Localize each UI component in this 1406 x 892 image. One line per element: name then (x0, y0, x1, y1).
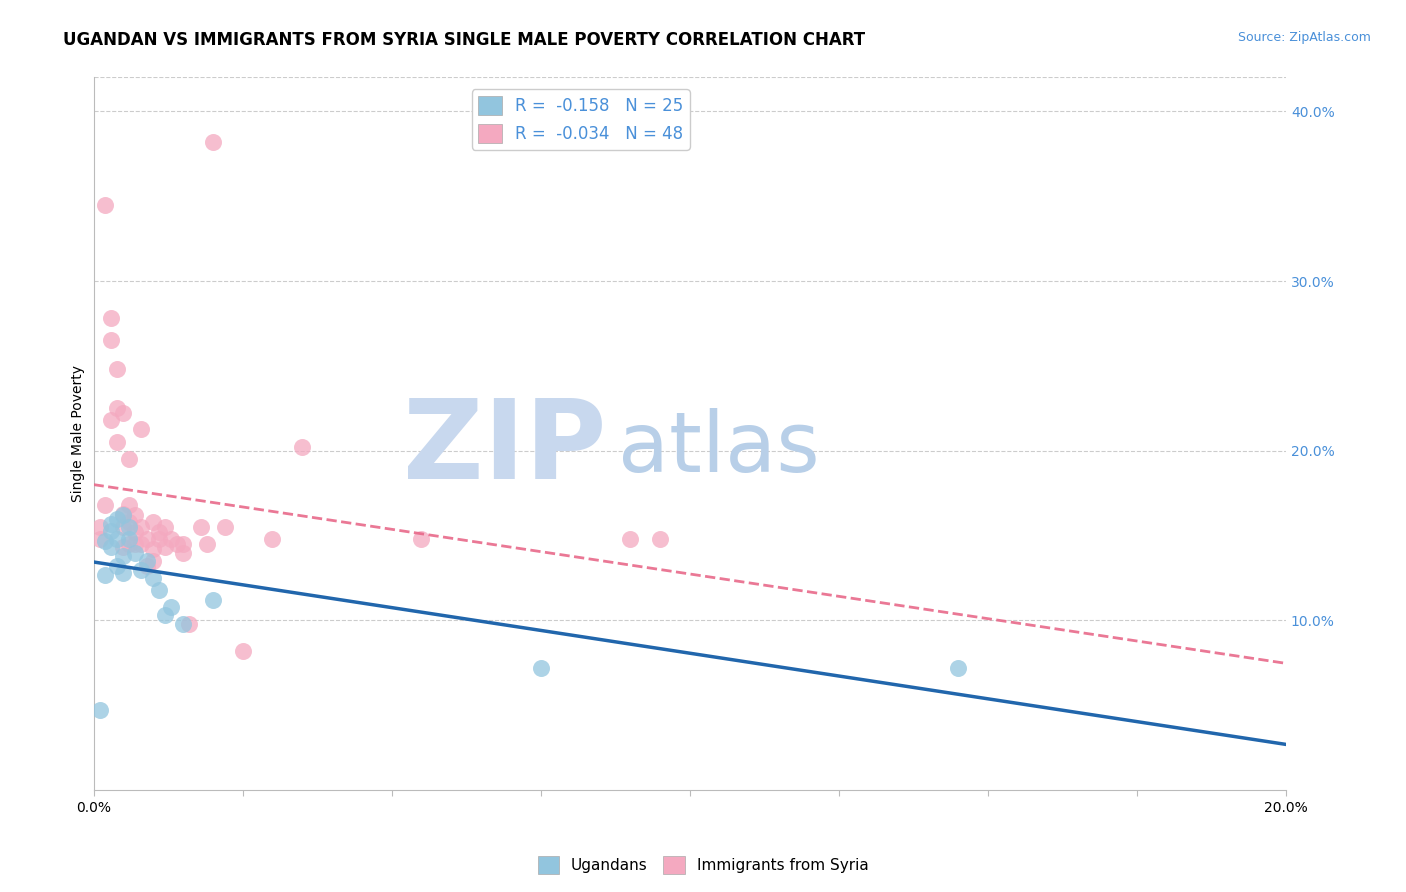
Point (262, 532, 284, 546)
Point (291, 441, 314, 455)
Point (107, 532, 129, 546)
Point (124, 537, 146, 551)
Point (107, 435, 129, 450)
Point (94, 533, 117, 548)
Text: ZIP: ZIP (404, 394, 606, 501)
Point (129, 422, 152, 436)
Point (89, 532, 111, 546)
Point (530, 661, 553, 675)
Point (100, 413, 122, 427)
Text: Source: ZipAtlas.com: Source: ZipAtlas.com (1237, 31, 1371, 45)
Point (232, 644, 254, 658)
Point (153, 541, 176, 555)
Point (118, 520, 141, 534)
Point (118, 452, 141, 467)
Point (112, 520, 135, 534)
Point (190, 520, 212, 534)
Point (112, 406, 135, 420)
Point (112, 507, 135, 521)
Legend: Ugandans, Immigrants from Syria: Ugandans, Immigrants from Syria (531, 850, 875, 880)
Point (118, 498, 141, 512)
Text: UGANDAN VS IMMIGRANTS FROM SYRIA SINGLE MALE POVERTY CORRELATION CHART: UGANDAN VS IMMIGRANTS FROM SYRIA SINGLE … (63, 31, 866, 49)
Point (100, 334, 122, 348)
Point (112, 541, 135, 555)
Point (129, 520, 152, 534)
Point (89, 520, 111, 534)
Point (142, 515, 165, 529)
Point (124, 508, 146, 523)
Point (118, 515, 141, 529)
Legend: R =  -0.158   N = 25, R =  -0.034   N = 48: R = -0.158 N = 25, R = -0.034 N = 48 (471, 89, 690, 150)
Point (172, 537, 194, 551)
Point (100, 516, 122, 531)
Point (177, 616, 200, 631)
Point (112, 566, 135, 580)
Point (148, 525, 170, 540)
Point (94, 197, 117, 211)
Text: atlas: atlas (619, 408, 820, 489)
Point (129, 563, 152, 577)
Point (172, 616, 194, 631)
Point (153, 520, 176, 534)
Point (89, 703, 111, 717)
Point (124, 545, 146, 559)
Point (112, 508, 135, 523)
Point (94, 567, 117, 582)
Point (619, 532, 641, 546)
Point (411, 532, 433, 546)
Point (107, 559, 129, 574)
Point (112, 549, 135, 563)
Point (166, 537, 188, 551)
Y-axis label: Single Male Poverty: Single Male Poverty (72, 366, 86, 502)
Point (195, 537, 218, 551)
Point (124, 525, 146, 540)
Point (118, 532, 141, 546)
Point (214, 520, 236, 534)
Point (160, 532, 183, 546)
Point (160, 599, 183, 614)
Point (946, 661, 969, 675)
Point (107, 401, 129, 416)
Point (100, 524, 122, 538)
Point (136, 532, 159, 546)
Point (201, 593, 224, 607)
Point (148, 532, 170, 546)
Point (153, 608, 176, 623)
Point (107, 511, 129, 525)
Point (100, 541, 122, 555)
Point (142, 542, 165, 557)
Point (107, 362, 129, 376)
Point (172, 545, 194, 559)
Point (100, 311, 122, 326)
Point (148, 582, 170, 597)
Point (142, 554, 165, 568)
Point (142, 571, 165, 585)
Point (94, 498, 117, 512)
Point (648, 532, 671, 546)
Point (118, 537, 141, 551)
Point (201, 135, 224, 149)
Point (136, 554, 159, 568)
Point (136, 559, 159, 574)
Point (129, 537, 152, 551)
